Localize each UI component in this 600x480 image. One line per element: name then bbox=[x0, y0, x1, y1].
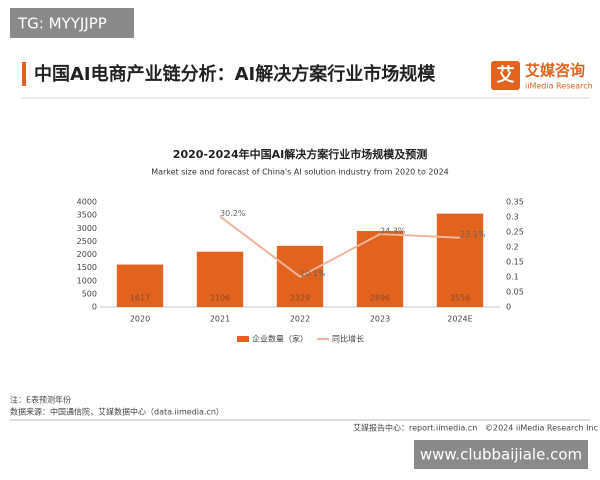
y-tick-label: 1000 bbox=[77, 276, 97, 285]
logo-icon: 艾 bbox=[497, 64, 515, 86]
y2-tick-label: 0.35 bbox=[506, 198, 524, 207]
footer-right: ©2024 iiMedia Research Inc bbox=[485, 424, 598, 433]
x-tick-label: 2021 bbox=[210, 315, 230, 324]
y-tick-label: 2000 bbox=[77, 250, 97, 259]
y-tick-label: 4000 bbox=[77, 198, 97, 207]
x-tick-label: 2022 bbox=[290, 315, 310, 324]
y-tick-label: 3500 bbox=[77, 211, 97, 220]
y-tick-label: 2500 bbox=[77, 237, 97, 246]
title-accent bbox=[22, 62, 26, 86]
watermark-box bbox=[10, 8, 134, 38]
y-tick-label: 3000 bbox=[77, 224, 97, 233]
legend-swatch bbox=[237, 336, 249, 342]
chart: 0 500 1000 1500 2000 2500 3000 3500 4000 0 0.05 0.1… bbox=[77, 198, 524, 344]
y2-tick-label: 0.05 bbox=[506, 288, 524, 297]
y2-tick-label: 0.15 bbox=[506, 258, 524, 267]
watermark-box-bottom bbox=[414, 440, 588, 469]
source: 数据来源：中国通信院，艾媒数据中心（data.iimedia.cn） bbox=[10, 407, 224, 417]
bar bbox=[436, 213, 484, 307]
watermark: TG: MYYJJPP bbox=[17, 15, 107, 33]
y2-tick-label: 0.25 bbox=[506, 228, 524, 237]
bar bbox=[356, 230, 404, 307]
header-title: 中国AI电商产业链分析：AI解决方案行业市场规模 bbox=[34, 63, 436, 85]
chart-title: 2020-2024年中国AI解决方案行业市场规模及预测 bbox=[173, 147, 427, 161]
line-value-label: 23.1% bbox=[460, 230, 486, 239]
logo-en: iiMedia Research bbox=[525, 82, 593, 91]
logo-icon-box bbox=[491, 61, 520, 90]
line-value-label: 24.3% bbox=[380, 227, 406, 236]
x-tick-label: 2023 bbox=[370, 315, 390, 324]
y2-tick-label: 0.1 bbox=[506, 273, 519, 282]
bar-value-label: 1617 bbox=[130, 294, 150, 303]
chart-subtitle: Market size and forecast of China's AI s… bbox=[151, 168, 449, 177]
bar bbox=[116, 264, 164, 307]
y2-tick-label: 0 bbox=[506, 303, 511, 312]
y-tick-label: 500 bbox=[82, 289, 97, 298]
logo-cn: 艾媒咨询 bbox=[525, 62, 585, 80]
growth-line bbox=[219, 215, 461, 278]
note: 注：E表预测年份 bbox=[10, 395, 71, 405]
bar-value-label: 3556 bbox=[450, 294, 470, 303]
footer-left: 艾媒报告中心：report.iimedia.cn bbox=[353, 423, 477, 433]
bar bbox=[196, 251, 244, 307]
y-tick-label: 0 bbox=[92, 303, 97, 312]
y-tick-label: 1500 bbox=[77, 263, 97, 272]
bar-value-label: 2329 bbox=[290, 294, 310, 303]
line-value-label: 30.2% bbox=[220, 209, 246, 218]
x-tick-label: 2024E bbox=[447, 315, 472, 324]
legend-label: 同比增长 bbox=[332, 334, 364, 344]
watermark-bottom: www.clubbaijiale.com bbox=[420, 446, 582, 464]
y2-tick-label: 0.2 bbox=[506, 243, 519, 252]
y2-tick-label: 0.3 bbox=[506, 213, 519, 222]
bar-value-label: 2106 bbox=[210, 294, 230, 303]
bar-value-label: 2896 bbox=[370, 294, 390, 303]
line-value-label: 10.1% bbox=[300, 269, 326, 278]
x-tick-label: 2020 bbox=[130, 315, 150, 324]
legend-label: 企业数量（家） bbox=[252, 334, 308, 344]
